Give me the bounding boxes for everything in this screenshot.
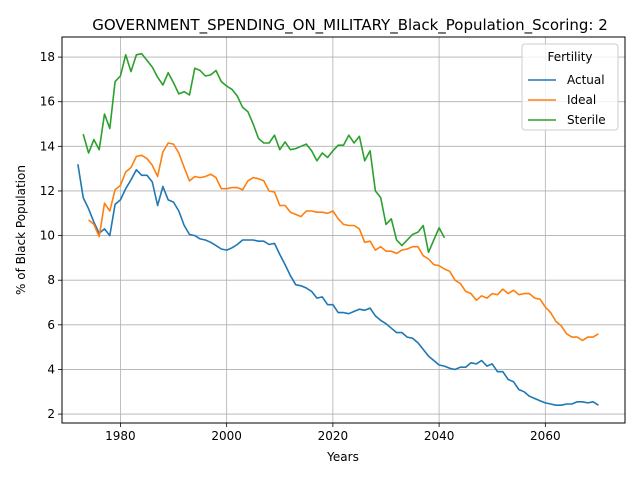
legend-box	[521, 43, 619, 131]
y-tick-label: 16	[40, 95, 55, 109]
y-tick-label: 2	[47, 407, 55, 421]
y-tick-label: 4	[47, 362, 55, 376]
grid	[62, 37, 625, 423]
y-tick-label: 14	[40, 139, 55, 153]
series-line-ideal	[88, 142, 599, 342]
series-line-sterile	[82, 52, 446, 254]
y-tick-label: 10	[40, 229, 55, 243]
x-tick-label: 1980	[105, 429, 136, 443]
plot-frame	[61, 36, 626, 424]
y-tick-label: 6	[47, 318, 55, 332]
x-axis-label: Years	[326, 450, 359, 464]
legend-label-sterile: Sterile	[567, 113, 606, 127]
legend-title: Fertility	[547, 50, 592, 64]
x-tick-label: 2000	[211, 429, 242, 443]
axis-ticks: 1980 2000 2020 2040 2060 2 4 6 8 10 12 14 16 18	[40, 50, 561, 443]
y-tick-label: 12	[40, 184, 55, 198]
chart-title: GOVERNMENT_SPENDING_ON_MILITARY_Black_Po…	[92, 16, 608, 35]
y-tick-label: 8	[47, 273, 55, 287]
x-tick-label: 2040	[424, 429, 455, 443]
x-tick-label: 2060	[530, 429, 561, 443]
series-lines	[77, 52, 599, 406]
series-line-actual	[77, 164, 599, 406]
y-axis-label: % of Black Population	[14, 165, 28, 295]
legend: Fertility Actual Ideal Sterile	[521, 43, 619, 131]
legend-label-actual: Actual	[567, 73, 605, 87]
x-tick-label: 2020	[318, 429, 349, 443]
legend-label-ideal: Ideal	[567, 93, 596, 107]
y-tick-label: 18	[40, 50, 55, 64]
